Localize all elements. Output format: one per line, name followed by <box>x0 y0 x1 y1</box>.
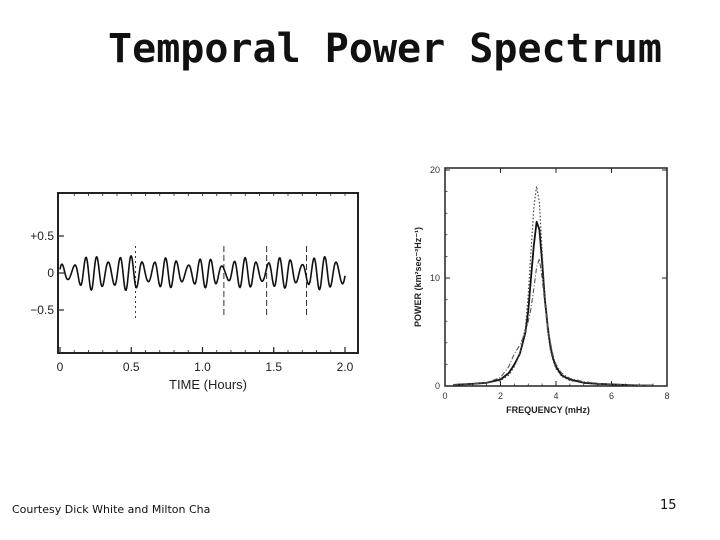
credit-footer: Courtesy Dick White and Milton Cha <box>12 503 211 516</box>
x-tick-label: 0.5 <box>123 360 140 374</box>
x-tick-label: 1.0 <box>194 360 211 374</box>
power-curve-dotted <box>453 185 654 387</box>
time-axis-ticks: 0 0.5 1.0 1.5 2.0 +0.5 0 −0.5 <box>30 193 354 374</box>
x-tick-label: 4 <box>553 391 558 401</box>
y-tick-label: +0.5 <box>30 229 54 243</box>
power-spectrum-frame <box>444 167 668 387</box>
y-tick-label: −0.5 <box>30 303 54 317</box>
power-spectrum-chart: 0 2 4 6 8 0 10 20 FREQUENCY (mHz) POWER (km²sec… <box>413 165 670 415</box>
x-tick-label: 2 <box>498 391 503 401</box>
x-tick-label: 0 <box>442 391 447 401</box>
y-tick-label: 0 <box>435 381 440 391</box>
y-tick-label: 20 <box>430 165 440 175</box>
x-tick-label: 1.5 <box>265 360 282 374</box>
power-curve-solid <box>453 220 654 387</box>
frequency-axis-ticks: 0 2 4 6 8 0 10 20 <box>430 165 670 401</box>
power-curve-dashed <box>453 258 654 387</box>
slide-title: Temporal Power Spectrum <box>108 26 662 72</box>
x-tick-label: 0 <box>57 360 64 374</box>
time-series-chart: 0 0.5 1.0 1.5 2.0 +0.5 0 −0.5 TIME (Hours) <box>30 192 359 392</box>
x-tick-label: 8 <box>664 391 669 401</box>
y-tick-label: 0 <box>47 266 54 280</box>
y-tick-label: 10 <box>430 273 440 283</box>
x-tick-label: 2.0 <box>337 360 354 374</box>
velocity-trace <box>59 255 346 292</box>
power-axis-label: POWER (km²sec⁻²Hz⁻¹) <box>413 227 423 327</box>
x-tick-label: 6 <box>609 391 614 401</box>
power-curves <box>453 185 654 387</box>
time-axis-label: TIME (Hours) <box>169 377 247 392</box>
frequency-axis-label: FREQUENCY (mHz) <box>506 405 590 415</box>
page-number: 15 <box>660 498 677 513</box>
